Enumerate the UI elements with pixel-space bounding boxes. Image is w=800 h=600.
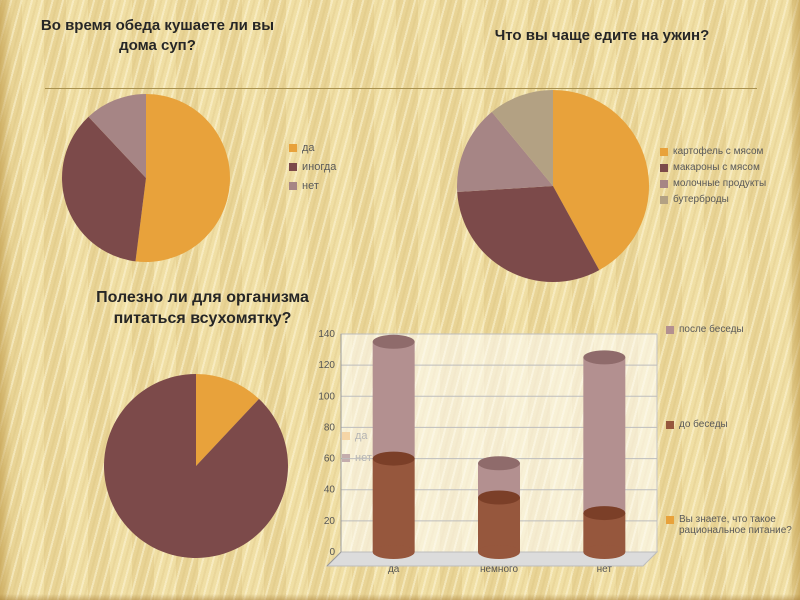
x-category-label: да — [388, 564, 400, 575]
legend-item: да — [289, 142, 336, 154]
pie-chart-dinner-legend: картофель с мясом макароны с мясом молочны… — [660, 146, 792, 210]
pie-slice-бутерброды — [491, 90, 553, 186]
legend-item: до беседы — [666, 419, 794, 430]
y-tick-label: 60 — [324, 454, 336, 465]
axis-3d-edge — [326, 551, 342, 567]
y-tick-label: 0 — [329, 547, 335, 558]
legend-label: до беседы — [679, 419, 728, 430]
legend-swatch — [660, 195, 668, 204]
legend-label: бутерброды — [673, 194, 729, 205]
legend-swatch — [289, 144, 297, 152]
bar-chart-nutrition[interactable]: 0 20 40 60 80 100 120 140 да немного нет — [293, 316, 793, 588]
bar-немного-before — [478, 497, 520, 552]
pie-chart-soup[interactable] — [60, 92, 232, 264]
pie-slice-картофель с мясом — [553, 90, 649, 271]
legend-label: картофель с мясом — [673, 146, 764, 157]
legend-label: да — [302, 142, 315, 154]
pie-slice-иногда — [62, 116, 147, 262]
y-tick-label: 120 — [318, 360, 335, 371]
legend-swatch — [666, 421, 674, 429]
y-tick-label: 40 — [324, 485, 336, 496]
legend-item: бутерброды — [660, 194, 792, 205]
bar-boundary-ellipse — [583, 506, 626, 521]
bottom-edge-decoration — [0, 594, 800, 600]
legend-swatch — [660, 163, 668, 172]
bar-bottom-ellipse — [478, 545, 520, 559]
pie1-title[interactable]: Во время обеда кушаете ли вы дома суп? — [40, 17, 275, 54]
bar-boundary-ellipse — [372, 451, 415, 466]
y-tick-label: 80 — [324, 422, 336, 433]
y-tick-label: 100 — [318, 391, 335, 402]
pie-chart-dinner[interactable] — [455, 88, 651, 284]
legend-swatch — [289, 182, 297, 190]
bar-да-after — [372, 341, 415, 459]
legend-label: молочные продукты — [673, 178, 767, 189]
x-category-label: нет — [597, 564, 613, 575]
bar-bottom-ellipse — [372, 545, 415, 559]
legend-swatch — [660, 147, 668, 156]
legend-item: иногда — [289, 161, 336, 173]
legend-item: Вы знаете, что такое рациональное питани… — [666, 514, 794, 536]
bar-top-ellipse — [372, 334, 415, 349]
title-divider — [45, 88, 757, 89]
legend-item: молочные продукты — [660, 178, 792, 189]
y-tick-label: 20 — [324, 516, 336, 527]
bar-top-ellipse — [583, 350, 626, 365]
pie3-title[interactable]: Полезно ли для организма питаться всухом… — [96, 289, 309, 327]
bar-boundary-ellipse — [478, 490, 520, 505]
pie-slice-макароны с мясом — [457, 186, 600, 282]
left-edge-decoration — [0, 0, 12, 600]
legend-swatch — [666, 326, 674, 334]
pie-slice-молочные продукты — [457, 112, 553, 193]
legend-label: после беседы — [679, 324, 744, 335]
pie-chart-dryfood[interactable] — [102, 372, 290, 560]
legend-item: макароны с мясом — [660, 162, 792, 173]
pie-slice-нет — [88, 94, 146, 178]
legend-swatch — [660, 179, 668, 188]
bar-top-ellipse — [478, 456, 520, 471]
legend-label: макароны с мясом — [673, 162, 760, 173]
y-tick-label: 140 — [318, 329, 335, 340]
pie-chart-soup-legend: да иногда нет — [289, 142, 336, 199]
legend-label: Вы знаете, что такое рациональное питани… — [679, 514, 792, 536]
pie2-title[interactable]: Что вы чаще едите на ужин? — [494, 27, 710, 44]
legend-item: нет — [289, 180, 336, 192]
legend-item: картофель с мясом — [660, 146, 792, 157]
legend-swatch — [289, 163, 297, 171]
pie-slice-да — [196, 374, 259, 466]
x-category-label: немного — [480, 564, 518, 575]
pie-slice-да — [135, 94, 230, 262]
bar-chart-legend: после беседы до беседы Вы знаете, что тако… — [666, 324, 794, 536]
legend-label: нет — [302, 180, 319, 192]
bar-нет-after — [583, 357, 626, 514]
bar-да-before — [372, 458, 415, 552]
bar-bottom-ellipse — [583, 545, 626, 559]
pie-slice-нет — [104, 374, 289, 558]
legend-swatch — [666, 516, 674, 524]
legend-label: иногда — [302, 161, 337, 173]
legend-item: после беседы — [666, 324, 794, 335]
